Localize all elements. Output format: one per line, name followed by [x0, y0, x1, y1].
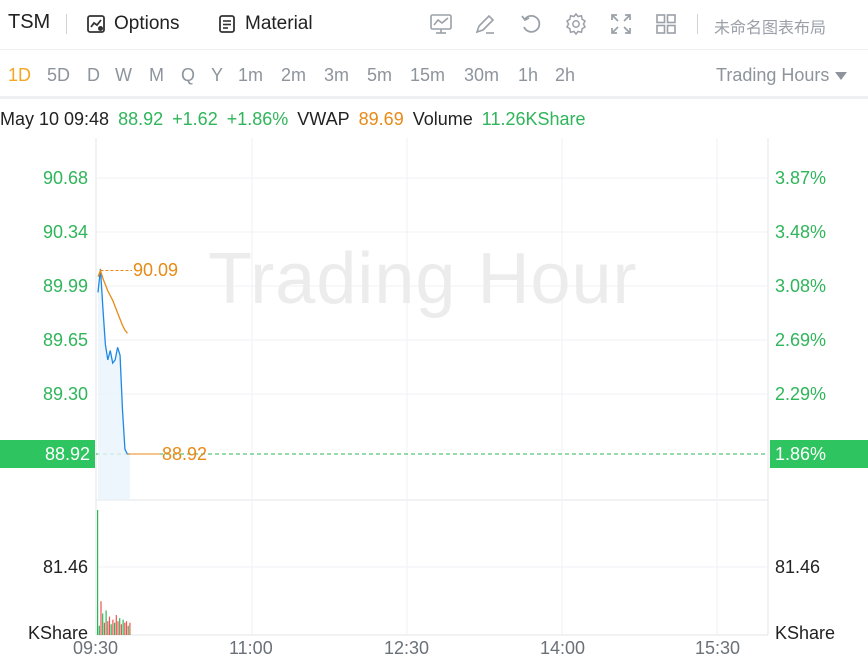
x-tick: 15:30 — [695, 638, 741, 658]
y-tick-right: 3.08% — [775, 276, 827, 296]
volume-bar — [114, 622, 116, 635]
high-price-label: 90.09 — [133, 260, 179, 280]
volume-bar — [107, 621, 109, 635]
document-icon — [219, 15, 235, 33]
info-vwap-label: VWAP — [297, 109, 350, 129]
volume-bar — [129, 622, 131, 635]
volume-bar — [127, 625, 129, 635]
info-change: +1.62 — [172, 109, 218, 129]
layout-grid-icon — [656, 14, 676, 34]
volume-bar — [112, 619, 114, 635]
period-1h[interactable]: 1h — [518, 65, 539, 85]
volume-axis-right: 81.46 — [775, 557, 821, 577]
y-tick-right: 2.29% — [775, 384, 827, 404]
volume-bar — [100, 601, 102, 635]
settings-icon — [566, 12, 586, 36]
volume-bar — [98, 625, 100, 635]
period-2m[interactable]: 2m — [281, 65, 307, 85]
draw-button[interactable] — [472, 11, 498, 37]
info-change-pct: +1.86% — [226, 109, 289, 129]
info-datetime: May 10 09:48 — [0, 109, 110, 129]
current-price-tag: 88.92 — [0, 440, 95, 468]
last-price-label: 88.92 — [162, 444, 208, 464]
x-tick: 12:30 — [384, 638, 430, 658]
indicator-icon — [430, 14, 452, 34]
draw-icon — [475, 14, 495, 34]
y-tick-left: 89.65 — [42, 330, 88, 350]
y-tick-left: 89.99 — [42, 276, 88, 296]
vwap-line — [97, 268, 128, 334]
y-tick-right: 3.87% — [775, 168, 827, 188]
period-y[interactable]: Y — [211, 65, 224, 85]
period-q[interactable]: Q — [181, 65, 196, 85]
info-vwap: 89.69 — [358, 109, 404, 129]
caret-down-icon — [835, 71, 848, 80]
material-label: Material — [245, 13, 313, 34]
y-tick-right: 3.48% — [775, 222, 827, 242]
current-pct-tag: 1.86% — [770, 440, 868, 468]
info-price: 88.92 — [118, 109, 164, 129]
volume-bar — [117, 621, 119, 635]
y-tick-left: 90.34 — [42, 222, 88, 242]
indicator-button[interactable] — [428, 11, 454, 37]
volume-unit-right: KShare — [775, 623, 836, 643]
toolbar-divider — [66, 14, 67, 34]
options-icon — [87, 15, 105, 33]
undo-icon — [521, 14, 541, 33]
volume-unit-left: KShare — [27, 623, 88, 643]
top-toolbar: TSM Options Material — [0, 0, 868, 50]
layout-name[interactable]: 未命名图表布局 — [714, 18, 827, 37]
volume-bar — [97, 510, 99, 635]
volume-bar — [110, 624, 112, 635]
period-3m[interactable]: 3m — [324, 65, 350, 85]
x-tick: 11:00 — [229, 638, 273, 658]
volume-bar — [102, 613, 104, 635]
info-volume-label: Volume — [412, 109, 473, 129]
x-tick: 09:30 — [73, 638, 119, 658]
settings-button[interactable] — [563, 11, 589, 37]
volume-bar — [105, 610, 107, 635]
volume-bar — [108, 616, 111, 635]
info-volume: 11.26KShare — [481, 109, 586, 129]
y-tick-right: 2.69% — [775, 330, 827, 350]
volume-axis-left: 81.46 — [42, 557, 88, 577]
trading-hours-label: Trading Hours — [716, 65, 830, 85]
volume-bar — [122, 619, 124, 635]
period-1m[interactable]: 1m — [238, 65, 264, 85]
material-button[interactable]: Material — [217, 10, 313, 38]
period-2h[interactable]: 2h — [555, 65, 576, 85]
price-line — [97, 268, 130, 455]
options-button[interactable]: Options — [86, 10, 179, 38]
quote-info-line: May 10 09:48 88.92 +1.62 +1.86% VWAP 89.… — [0, 109, 590, 130]
x-tick: 14:00 — [540, 638, 586, 658]
volume-bar — [124, 622, 126, 635]
volume-bar — [115, 615, 117, 635]
period-d[interactable]: D — [87, 65, 100, 85]
period-m[interactable]: M — [149, 65, 164, 85]
volume-bar — [125, 621, 128, 635]
period-bar: 1D 5D D W M Q Y 1m 2m 3m 5m 15m 30m 1h 2… — [0, 51, 868, 99]
toolbar-divider — [697, 14, 698, 34]
fullscreen-icon — [611, 14, 631, 34]
y-tick-left: 89.30 — [42, 384, 88, 404]
volume-bar — [120, 624, 122, 635]
options-label: Options — [114, 13, 180, 34]
symbol-label[interactable]: TSM — [8, 11, 51, 33]
y-tick-left: 90.68 — [42, 168, 88, 188]
trading-hours-dropdown[interactable]: Trading Hours — [716, 65, 848, 86]
period-15m[interactable]: 15m — [410, 65, 446, 85]
period-5d[interactable]: 5D — [47, 65, 71, 85]
period-w[interactable]: W — [115, 65, 132, 85]
undo-button[interactable] — [518, 11, 544, 37]
period-1d[interactable]: 1D — [8, 65, 32, 85]
period-30m[interactable]: 30m — [464, 65, 500, 85]
volume-bar — [103, 622, 105, 635]
period-5m[interactable]: 5m — [367, 65, 393, 85]
layout-button[interactable] — [653, 11, 679, 37]
volume-bar — [119, 618, 121, 635]
fullscreen-button[interactable] — [608, 11, 634, 37]
price-area — [98, 268, 130, 500]
